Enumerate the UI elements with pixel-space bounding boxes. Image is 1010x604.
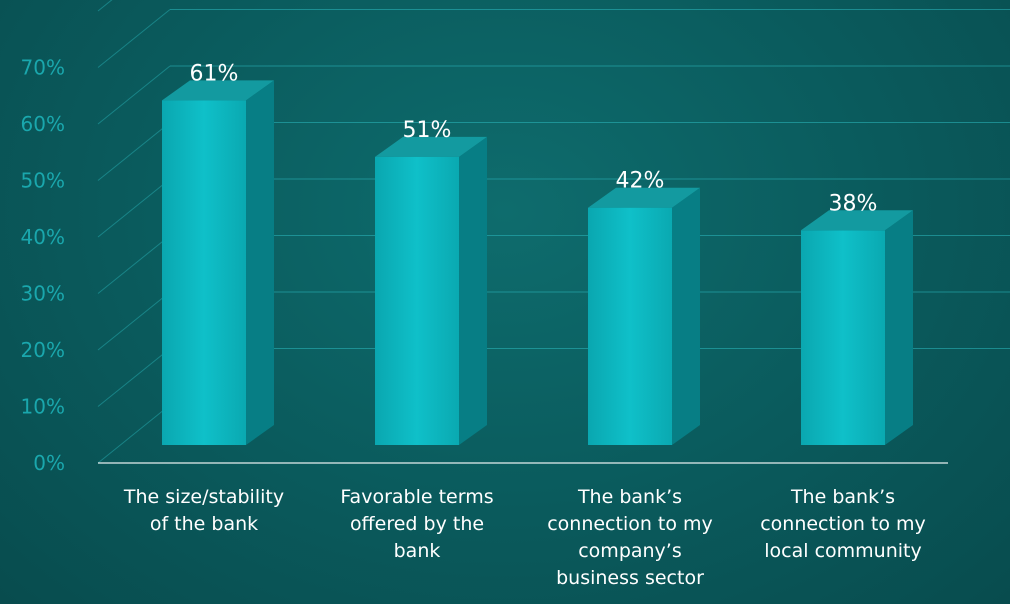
bar — [588, 187, 700, 445]
y-tick-label: 50% — [21, 169, 65, 193]
bar — [162, 80, 274, 445]
bar-side — [459, 136, 487, 445]
y-tick-label: 0% — [33, 451, 65, 475]
gridline-diagonal — [97, 122, 171, 181]
bar-top — [162, 80, 274, 101]
x-tick-label: The size/stability of the bank — [123, 486, 284, 535]
y-axis: 0% 10% 20% 30% 40% 50% 60% 70% — [21, 56, 948, 475]
data-label: 61% — [190, 61, 239, 86]
y-tick-label: 30% — [21, 282, 65, 306]
y-tick-label: 70% — [21, 56, 65, 80]
gridline-diagonal — [97, 291, 171, 351]
data-label: 51% — [403, 118, 452, 143]
bar-top — [588, 187, 700, 208]
x-axis: The size/stability of the bank Favorable t… — [123, 486, 926, 589]
bar-side — [885, 210, 913, 445]
bar-top — [801, 210, 913, 231]
gridline-diagonal — [97, 178, 171, 238]
bar — [375, 136, 487, 445]
data-labels: 61% 51% 42% 38% — [190, 61, 878, 216]
data-label: 38% — [829, 191, 878, 216]
gridline-diagonal — [97, 348, 171, 407]
bar-side — [246, 80, 274, 445]
x-tick-label: The bank’s connection to my local communit… — [760, 486, 926, 562]
floor-edge — [97, 404, 171, 464]
bars — [162, 80, 913, 445]
gridline-diagonal — [97, 9, 171, 68]
y-tick-label: 10% — [21, 395, 65, 419]
gridline-diagonal — [97, 235, 171, 294]
bar-front — [588, 207, 672, 445]
y-tick-label: 40% — [21, 225, 65, 249]
y-tick-label: 60% — [21, 112, 65, 136]
y-tick-label: 20% — [21, 338, 65, 362]
bar-side — [672, 187, 700, 445]
bar-front — [375, 156, 459, 445]
x-tick-label: The bank’s connection to my company’s busin… — [547, 486, 713, 589]
bar-front — [162, 100, 246, 445]
gridline-diagonal — [97, 0, 113, 12]
data-label: 42% — [616, 169, 665, 194]
bar-top — [375, 136, 487, 157]
bar — [801, 210, 913, 445]
x-tick-label: Favorable terms offered by the bank — [340, 486, 493, 562]
bar-front — [801, 230, 885, 445]
gridline-diagonal — [97, 65, 171, 125]
